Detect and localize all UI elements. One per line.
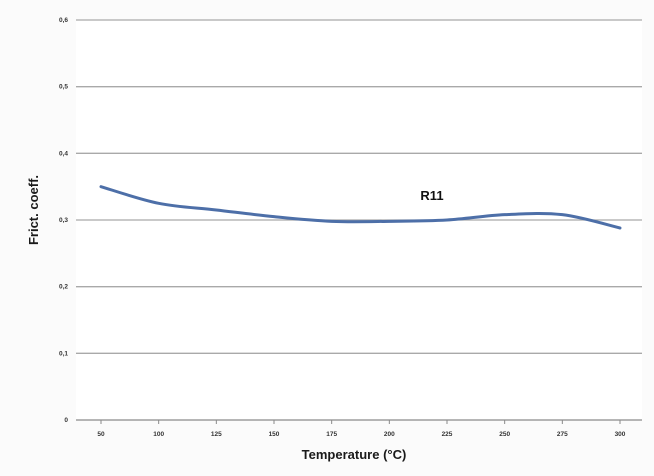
x-tick-label: 225	[442, 431, 453, 438]
y-axis-title: Frict. coeff.	[26, 175, 41, 245]
y-tick-label: 0,3	[59, 217, 68, 224]
x-tick-labels: 50 100 125 150 175 200 225 250 275 300	[97, 431, 625, 438]
y-tick-label: 0,6	[59, 17, 68, 24]
y-tick-label: 0,2	[59, 284, 68, 291]
series-lines: R11	[99, 185, 622, 230]
gridlines	[76, 19, 642, 424]
x-tick-label: 275	[557, 431, 568, 438]
x-tick-label: 50	[97, 431, 105, 438]
x-tick-label: 175	[326, 431, 337, 438]
series-line-r11	[99, 185, 622, 230]
y-tick-label: 0,1	[59, 350, 68, 357]
x-axis-title: Temperature (°C)	[302, 447, 407, 462]
y-tick-labels: 0 0,1 0,2 0,3 0,4 0,5 0,6	[59, 17, 68, 424]
x-tick-label: 250	[499, 431, 510, 438]
y-tick-label: 0,5	[59, 84, 68, 91]
series-label: R11	[420, 188, 443, 203]
y-tick-label: 0	[64, 417, 68, 424]
y-tick-label: 0,4	[59, 150, 68, 157]
x-tick-label: 300	[615, 431, 626, 438]
x-tick-label: 200	[384, 431, 395, 438]
x-tick-label: 100	[153, 431, 164, 438]
x-tick-label: 150	[269, 431, 280, 438]
x-tick-label: 125	[211, 431, 222, 438]
